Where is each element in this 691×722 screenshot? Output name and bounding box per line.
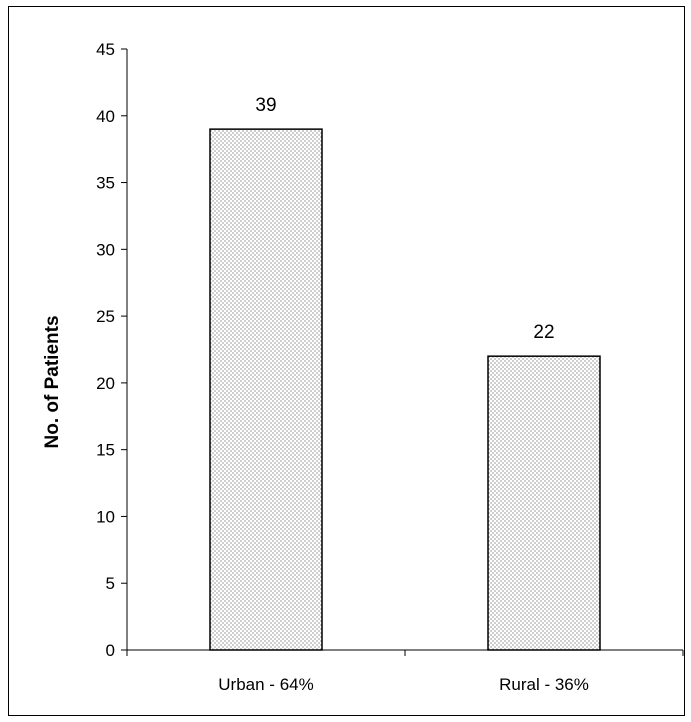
bar-1 <box>209 128 323 651</box>
data-label-1: 39 <box>255 95 276 116</box>
bars: 39 22 <box>209 95 601 651</box>
y-tick-label: 0 <box>106 641 115 660</box>
y-tick-label: 45 <box>96 40 115 59</box>
y-axis-title: No. of Patients <box>42 315 63 448</box>
y-tick-label: 30 <box>96 240 115 259</box>
y-tick-label: 35 <box>96 174 115 193</box>
y-tick-label: 10 <box>96 507 115 526</box>
y-axis: 0 5 10 15 20 25 30 35 40 45 <box>96 40 128 660</box>
y-tick-label: 25 <box>96 307 115 326</box>
y-tick-label: 5 <box>106 574 115 593</box>
data-label-2: 22 <box>533 322 554 343</box>
y-tick-label: 15 <box>96 441 115 460</box>
y-tick-label: 40 <box>96 107 115 126</box>
y-tick-label: 20 <box>96 374 115 393</box>
category-label-2: Rural - 36% <box>499 675 589 694</box>
category-label-1: Urban - 64% <box>218 675 313 694</box>
x-axis: Urban - 64% Rural - 36% <box>126 649 684 694</box>
bar-2 <box>487 355 601 651</box>
